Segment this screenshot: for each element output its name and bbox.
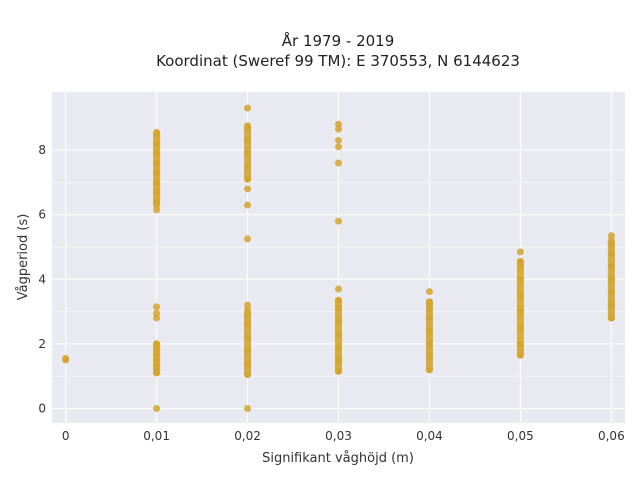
data-point bbox=[153, 303, 161, 311]
data-point bbox=[516, 248, 524, 256]
data-point bbox=[335, 143, 342, 151]
data-point bbox=[335, 367, 342, 375]
data-point bbox=[244, 346, 252, 354]
data-points bbox=[62, 104, 615, 412]
y-tick-label: 6 bbox=[38, 208, 46, 222]
data-point bbox=[244, 149, 252, 157]
data-point bbox=[153, 188, 161, 196]
data-point bbox=[244, 124, 252, 132]
data-point bbox=[244, 311, 252, 319]
y-tick-label: 2 bbox=[38, 337, 46, 351]
data-point bbox=[516, 291, 524, 299]
x-tick-label: 0,02 bbox=[234, 429, 261, 443]
data-point bbox=[516, 308, 524, 316]
data-point bbox=[516, 340, 524, 348]
data-point bbox=[425, 298, 433, 306]
data-point bbox=[244, 235, 252, 243]
data-point bbox=[607, 249, 615, 257]
data-point bbox=[607, 288, 615, 296]
x-axis-ticks: 0 0,01 0,02 0,03 0,04 0,05 0,06 bbox=[62, 429, 625, 443]
data-point bbox=[153, 404, 161, 412]
data-point bbox=[335, 356, 342, 364]
data-point bbox=[153, 356, 161, 364]
data-point bbox=[516, 275, 524, 283]
data-point bbox=[244, 306, 252, 314]
data-point bbox=[516, 351, 524, 359]
data-point bbox=[153, 362, 161, 370]
data-point bbox=[607, 301, 615, 309]
data-point bbox=[425, 353, 433, 361]
data-point bbox=[335, 136, 342, 144]
data-point bbox=[153, 340, 161, 348]
data-point bbox=[244, 333, 252, 341]
data-point bbox=[153, 140, 161, 148]
data-point bbox=[153, 309, 161, 317]
data-point bbox=[607, 232, 615, 240]
data-point bbox=[425, 314, 433, 322]
data-point bbox=[153, 130, 161, 138]
data-point bbox=[607, 314, 615, 322]
data-point bbox=[335, 330, 342, 338]
x-tick-label: 0 bbox=[62, 429, 70, 443]
chart-title-line-2: Koordinat (Sweref 99 TM): E 370553, N 61… bbox=[156, 52, 520, 70]
data-point bbox=[62, 354, 70, 362]
data-point bbox=[153, 178, 161, 186]
data-point bbox=[153, 369, 161, 377]
data-point bbox=[335, 285, 342, 293]
data-point bbox=[425, 327, 433, 335]
data-point bbox=[335, 343, 342, 351]
data-point bbox=[153, 314, 161, 322]
y-tick-label: 8 bbox=[38, 143, 46, 157]
data-point bbox=[244, 321, 252, 329]
data-point bbox=[516, 262, 524, 270]
y-tick-label: 4 bbox=[38, 272, 46, 286]
data-point bbox=[244, 371, 252, 379]
data-point bbox=[244, 104, 252, 112]
data-point bbox=[244, 136, 252, 144]
data-point bbox=[153, 149, 161, 157]
x-axis-label: Signifikant våghöjd (m) bbox=[262, 451, 414, 466]
data-point bbox=[153, 206, 161, 214]
data-point bbox=[244, 175, 252, 183]
y-tick-label: 0 bbox=[38, 401, 46, 415]
data-point bbox=[335, 217, 342, 225]
data-point bbox=[153, 169, 161, 177]
data-point bbox=[607, 240, 615, 248]
y-axis-label: Vågperiod (s) bbox=[16, 214, 31, 301]
data-point bbox=[153, 198, 161, 206]
data-point bbox=[335, 296, 342, 304]
data-point bbox=[425, 304, 433, 312]
chart-title-line-1: År 1979 - 2019 bbox=[282, 31, 395, 50]
data-point bbox=[335, 120, 342, 128]
data-point bbox=[153, 159, 161, 167]
data-point bbox=[244, 185, 252, 193]
data-point bbox=[244, 404, 252, 412]
data-point bbox=[425, 366, 433, 374]
data-point bbox=[244, 301, 252, 309]
data-point bbox=[244, 162, 252, 170]
x-tick-label: 0,03 bbox=[325, 429, 352, 443]
data-point bbox=[607, 262, 615, 270]
data-point bbox=[335, 304, 342, 312]
data-point bbox=[335, 159, 342, 167]
data-point bbox=[335, 317, 342, 325]
x-tick-label: 0,01 bbox=[143, 429, 170, 443]
x-tick-label: 0,06 bbox=[598, 429, 625, 443]
x-tick-label: 0,04 bbox=[416, 429, 443, 443]
data-point bbox=[516, 258, 524, 266]
data-point bbox=[244, 359, 252, 367]
data-point bbox=[244, 201, 252, 209]
data-point bbox=[516, 324, 524, 332]
x-tick-label: 0,05 bbox=[507, 429, 534, 443]
data-point bbox=[153, 350, 161, 358]
data-point bbox=[425, 288, 433, 296]
y-axis-ticks: 0 2 4 6 8 bbox=[38, 143, 46, 415]
data-point bbox=[607, 275, 615, 283]
data-point bbox=[425, 340, 433, 348]
data-point bbox=[335, 125, 342, 133]
